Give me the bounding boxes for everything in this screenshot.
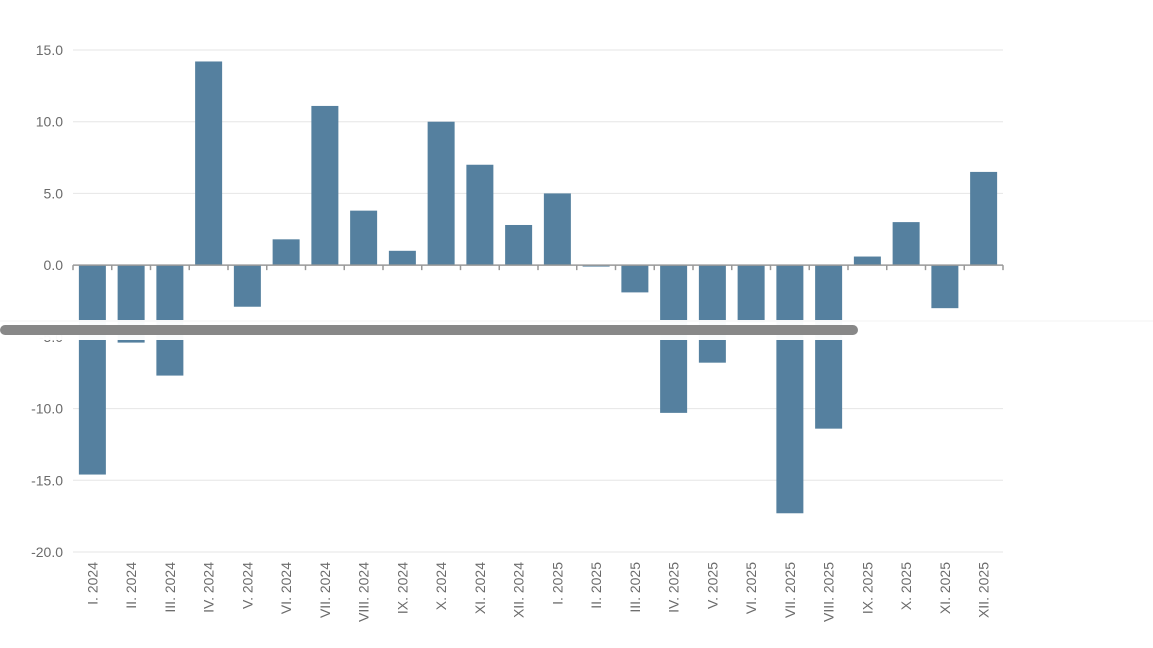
bar — [815, 265, 843, 429]
x-tick-label: II. 2025 — [588, 562, 604, 609]
x-tick-label: I. 2025 — [549, 562, 565, 605]
bar — [853, 256, 881, 266]
y-tick-label: 0.0 — [44, 257, 64, 273]
bar — [78, 265, 106, 475]
bar — [350, 210, 378, 266]
bar — [892, 222, 920, 266]
x-tick-label: VII. 2025 — [782, 562, 798, 618]
x-tick-label: VIII. 2025 — [821, 562, 837, 622]
bar — [388, 250, 416, 266]
bar — [195, 61, 223, 266]
x-tick-label: III. 2024 — [162, 562, 178, 613]
x-tick-label: VI. 2025 — [743, 562, 759, 614]
y-tick-label: -20.0 — [31, 544, 63, 560]
bar — [505, 224, 533, 266]
bar — [931, 265, 959, 309]
y-tick-label: 15.0 — [36, 42, 63, 58]
scrollbar-handle[interactable] — [0, 325, 858, 335]
y-tick-label: 5.0 — [44, 185, 64, 201]
bar — [233, 265, 261, 307]
bar — [698, 265, 726, 363]
x-tick-label: IV. 2024 — [201, 562, 217, 613]
bars — [78, 61, 998, 514]
x-tick-label: VIII. 2024 — [356, 562, 372, 622]
x-tick-label: III. 2025 — [627, 562, 643, 613]
x-tick-label: XI. 2025 — [937, 562, 953, 614]
bar — [311, 105, 339, 266]
x-tick-label: XI. 2024 — [472, 562, 488, 614]
x-tick-label: V. 2025 — [704, 562, 720, 609]
x-tick-label: X. 2024 — [433, 562, 449, 610]
bar — [427, 121, 455, 266]
x-tick-label: II. 2024 — [123, 562, 139, 609]
scroll-overlay[interactable] — [0, 320, 1153, 340]
x-tick-label: IX. 2025 — [859, 562, 875, 614]
x-tick-label: XII. 2024 — [511, 562, 527, 618]
x-tick-label: IV. 2025 — [666, 562, 682, 613]
y-tick-label: -15.0 — [31, 472, 63, 488]
bar — [466, 164, 494, 266]
x-tick-label: XII. 2025 — [976, 562, 992, 618]
bar — [543, 193, 571, 266]
y-tick-label: -10.0 — [31, 401, 63, 417]
y-tick-label: 10.0 — [36, 114, 63, 130]
x-tick-label: VI. 2024 — [278, 562, 294, 614]
x-axis-ticks: I. 2024 II. 2024 III. 2024 IV. 2024 V. 2024 V… — [84, 562, 991, 622]
bar — [737, 265, 765, 323]
x-tick-label: VII. 2024 — [317, 562, 333, 618]
x-tick-label: IX. 2024 — [394, 562, 410, 614]
bar — [272, 239, 300, 266]
bar — [621, 265, 649, 293]
x-tick-label: X. 2025 — [898, 562, 914, 610]
zero-axis — [72, 264, 1004, 271]
x-tick-label: V. 2024 — [239, 562, 255, 609]
bar — [776, 265, 804, 514]
y-axis-ticks: 15.010.05.00.0-5.0-10.0-15.0-20.0 — [31, 42, 63, 560]
bar — [970, 171, 998, 266]
x-tick-label: I. 2024 — [84, 562, 100, 605]
